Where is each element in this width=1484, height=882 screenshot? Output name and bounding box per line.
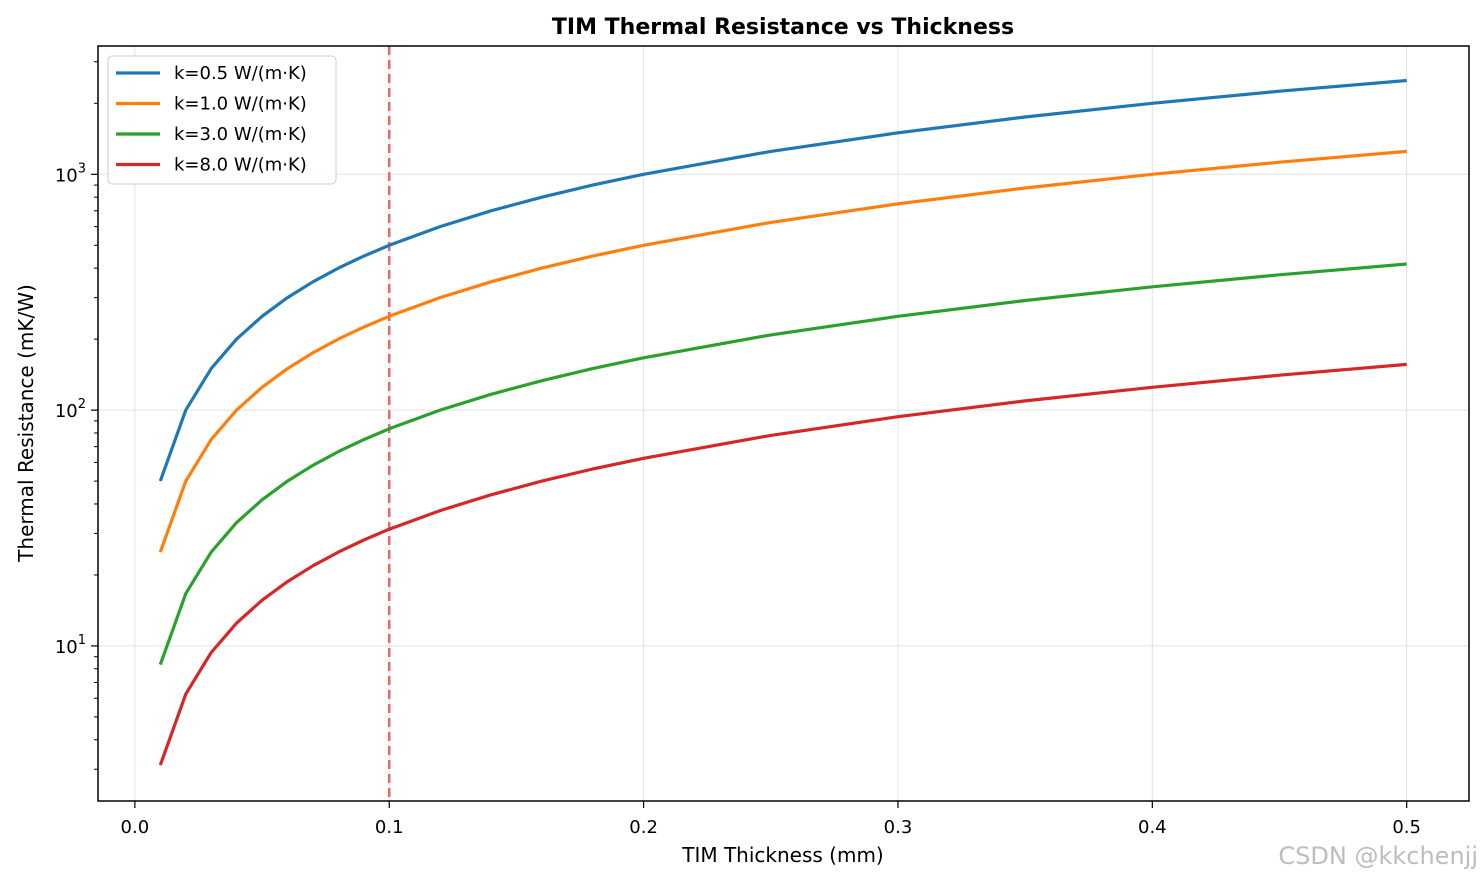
y-tick-base: 10 <box>55 165 78 186</box>
x-axis: 0.0 0.1 0.2 0.3 0.4 0.5 <box>121 801 1421 838</box>
y-axis-label: Thermal Resistance (mK/W) <box>14 284 38 563</box>
y-tick-label: 102 <box>55 397 86 422</box>
x-tick-label: 0.2 <box>629 817 658 838</box>
x-tick-label: 0.5 <box>1392 817 1421 838</box>
x-tick-label: 0.1 <box>375 817 404 838</box>
y-tick-label: 103 <box>55 161 86 186</box>
series-line-2 <box>158 149 1407 553</box>
series-line-3 <box>158 262 1407 666</box>
series-group <box>158 78 1407 766</box>
grid-lines <box>98 46 1469 801</box>
x-tick-label: 0.4 <box>1138 817 1167 838</box>
series-line-4 <box>158 362 1407 766</box>
y-tick-exponent: 1 <box>78 633 86 648</box>
y-tick-base: 10 <box>55 637 78 658</box>
legend-label-4: k=8.0 W/(m·K) <box>174 155 307 176</box>
series-line-1 <box>158 78 1407 482</box>
legend-label-3: k=3.0 W/(m·K) <box>174 124 307 145</box>
x-axis-label: TIM Thickness (mm) <box>681 843 884 867</box>
y-tick-exponent: 3 <box>78 161 86 176</box>
y-tick-label: 101 <box>55 633 86 658</box>
legend-label-2: k=1.0 W/(m·K) <box>174 94 307 115</box>
chart-title: TIM Thermal Resistance vs Thickness <box>552 15 1014 40</box>
legend: k=0.5 W/(m·K) k=1.0 W/(m·K) k=3.0 W/(m·K) k… <box>107 55 337 185</box>
x-tick-label: 0.3 <box>884 817 913 838</box>
x-tick-label: 0.0 <box>121 817 150 838</box>
y-tick-base: 10 <box>55 401 78 422</box>
y-tick-exponent: 2 <box>78 397 86 412</box>
legend-box <box>107 55 337 185</box>
plot-frame <box>97 45 1470 802</box>
legend-label-1: k=0.5 W/(m·K) <box>174 63 307 84</box>
watermark-text: CSDN @kkchenjj <box>1278 842 1478 870</box>
